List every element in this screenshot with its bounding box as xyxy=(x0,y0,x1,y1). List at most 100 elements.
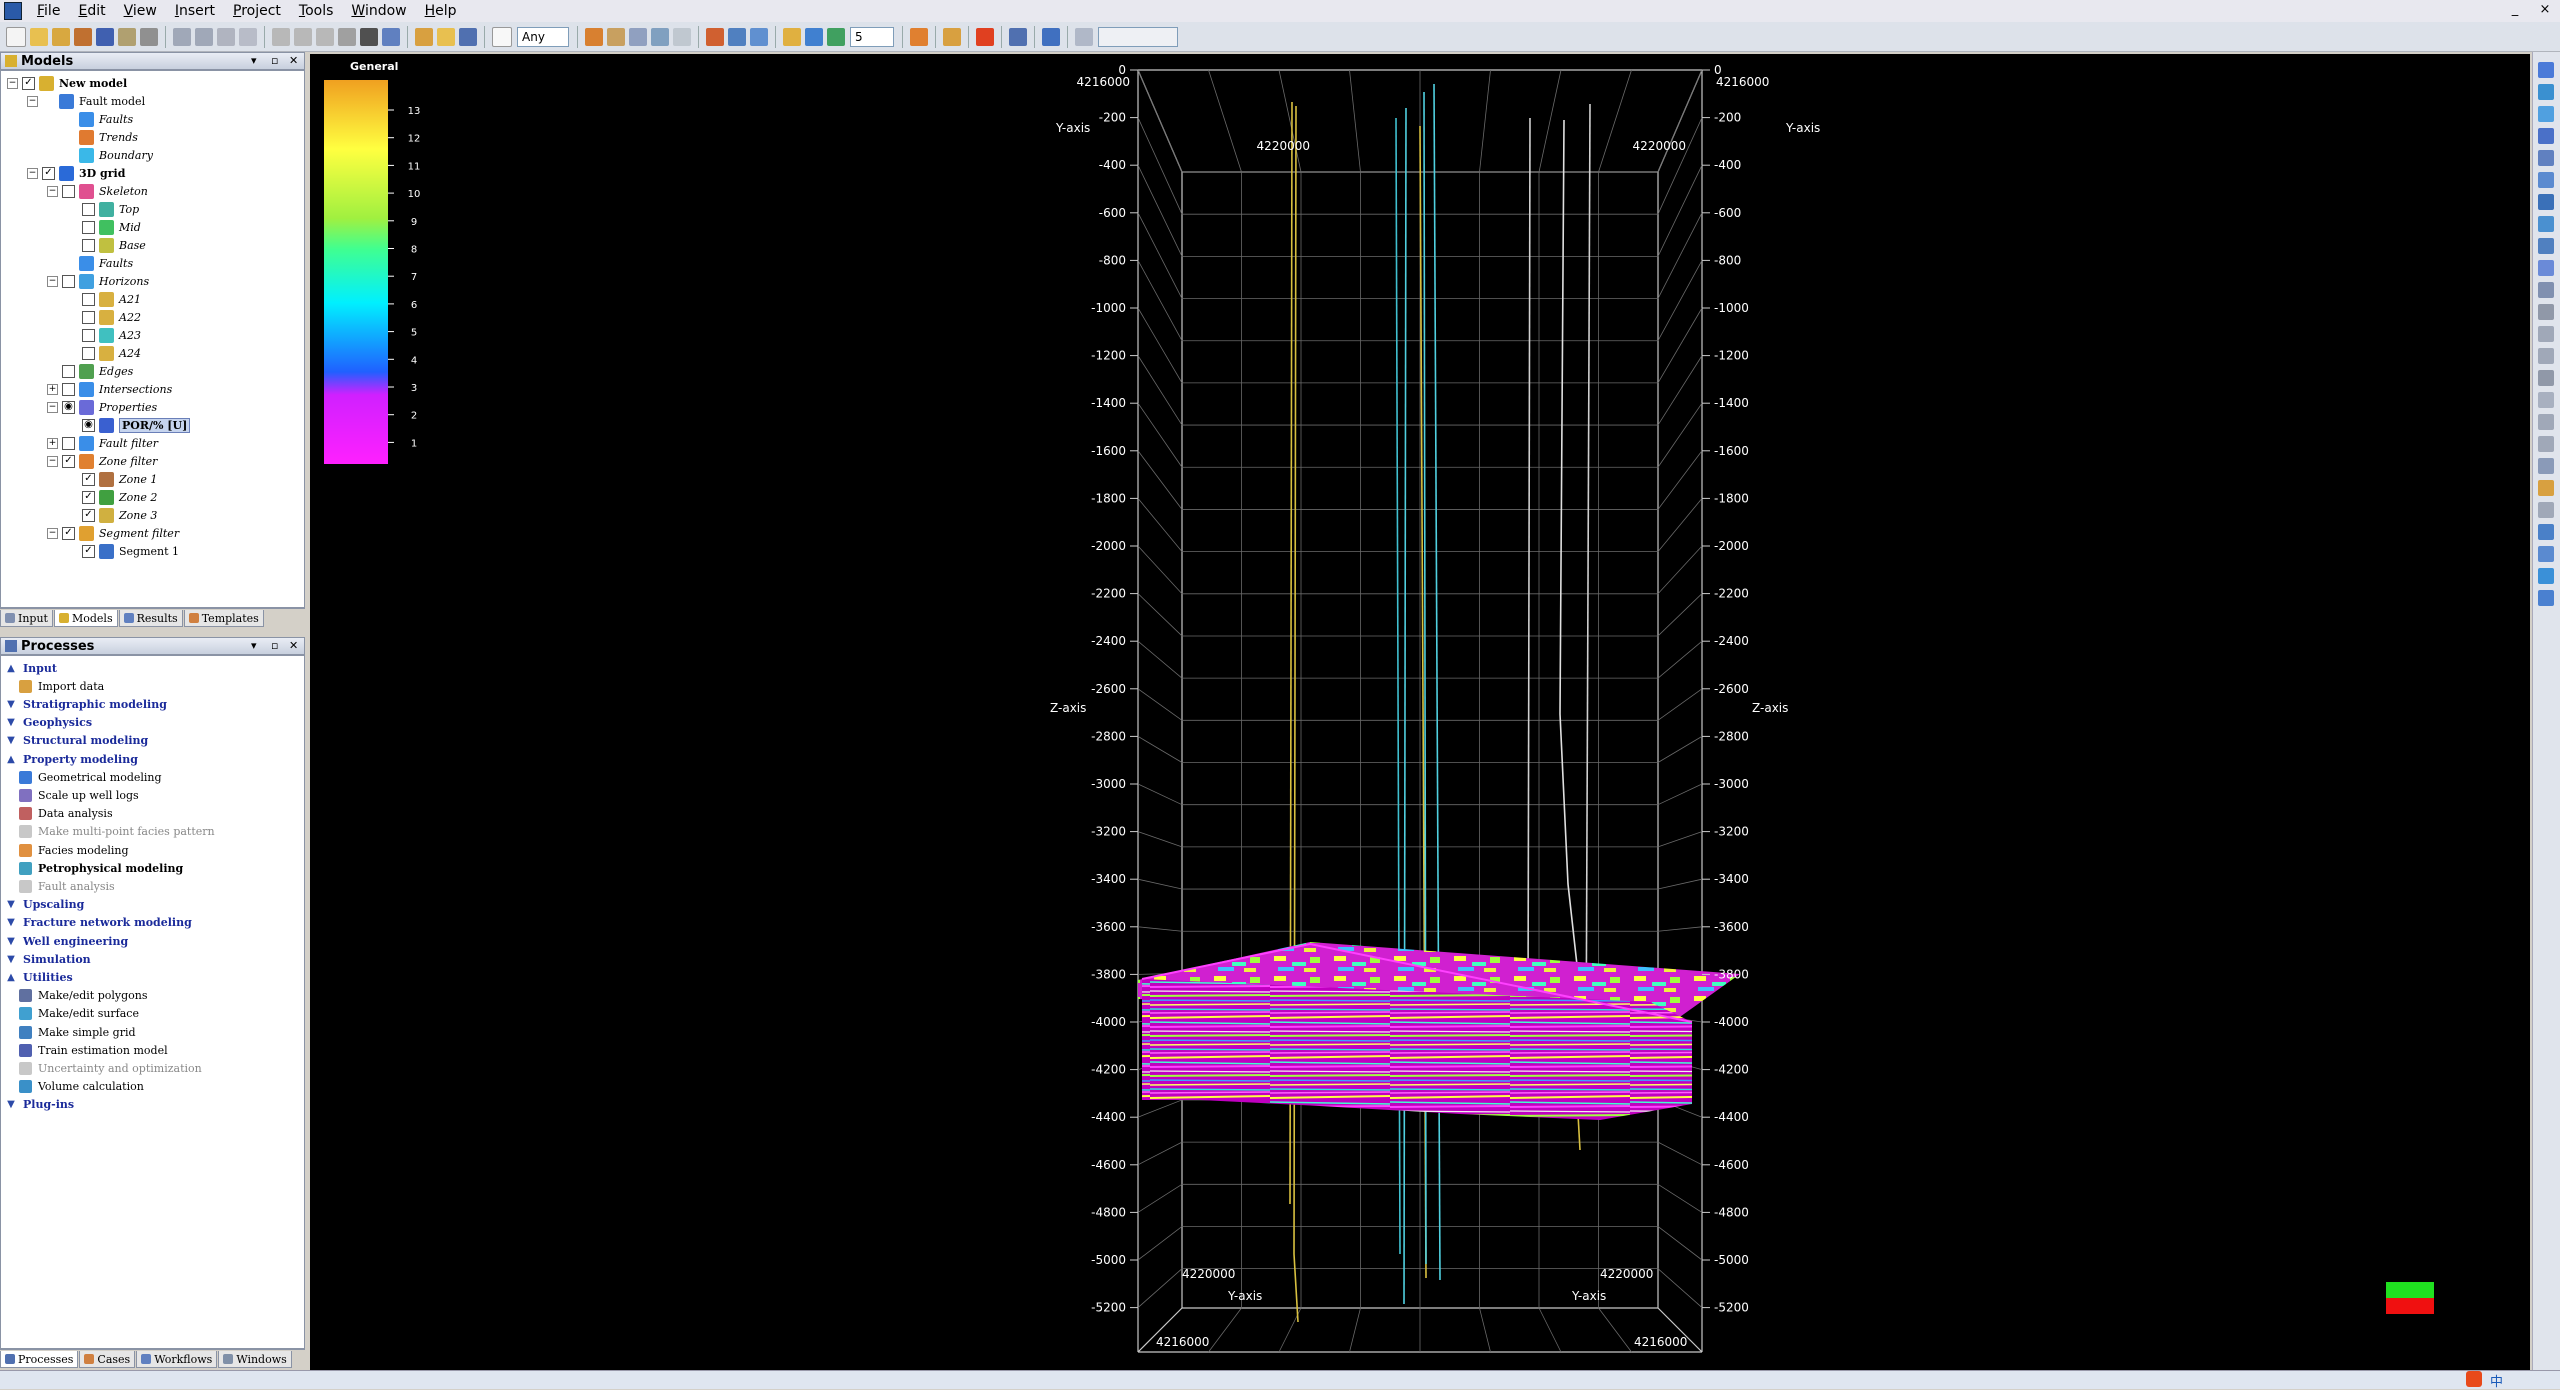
visibility-checkbox[interactable]: ✓ xyxy=(22,76,35,90)
tree-item[interactable]: ✓ Segment 1 xyxy=(67,542,179,560)
visibility-checkbox[interactable]: ✓ xyxy=(82,544,95,558)
process-group[interactable]: ▼ Well engineering xyxy=(5,932,128,950)
3d-scene[interactable]: General 13 12 11 10 9 8 7 6 5 4 3 2 1 0 -200 -400 -600 -… xyxy=(310,54,2530,1370)
collapse-icon[interactable]: ▲ xyxy=(7,971,15,983)
tool-icon[interactable] xyxy=(2538,480,2554,496)
menu-help[interactable]: Help xyxy=(424,3,457,19)
process-item[interactable]: Fault analysis xyxy=(5,877,115,895)
3d-viewer[interactable]: General 13 12 11 10 9 8 7 6 5 4 3 2 1 0 -200 -400 -600 -… xyxy=(310,54,2530,1370)
tab-models[interactable]: Models xyxy=(53,610,118,627)
tree-item[interactable]: − ✓ New model xyxy=(7,74,127,92)
redo-icon[interactable] xyxy=(195,27,213,46)
expand-icon[interactable]: ▼ xyxy=(7,935,15,947)
print-icon[interactable] xyxy=(140,27,158,46)
tree-item[interactable]: ✓ Zone 3 xyxy=(67,506,157,524)
lock-icon[interactable] xyxy=(382,27,400,46)
property-volume[interactable] xyxy=(1142,979,1692,1120)
process-group[interactable]: ▼ Fracture network modeling xyxy=(5,914,192,932)
tree-item[interactable]: Top xyxy=(67,200,139,218)
expand-toggle[interactable]: − xyxy=(47,401,58,413)
import-icon[interactable] xyxy=(74,27,92,46)
process-group[interactable]: ▼ Upscaling xyxy=(5,896,84,914)
well-path[interactable] xyxy=(1559,119,1579,975)
new-project-icon[interactable] xyxy=(6,26,26,47)
expand-toggle[interactable]: − xyxy=(27,167,38,179)
expand-toggle[interactable]: − xyxy=(27,95,38,107)
home-icon[interactable] xyxy=(706,27,724,46)
histogram-icon[interactable] xyxy=(943,27,961,46)
tab-templates[interactable]: Templates xyxy=(183,610,264,627)
well-path[interactable] xyxy=(1577,1113,1581,1151)
well-path[interactable] xyxy=(1403,107,1407,1305)
process-item[interactable]: Make multi-point facies pattern xyxy=(5,823,215,841)
close-button[interactable]: × xyxy=(2539,2,2551,17)
visibility-checkbox[interactable] xyxy=(62,364,75,378)
link-icon[interactable] xyxy=(1075,27,1093,46)
tree-item[interactable]: Mid xyxy=(67,218,141,236)
visibility-checkbox[interactable]: ✓ xyxy=(42,166,55,180)
menu-view[interactable]: View xyxy=(123,3,157,19)
close-tool-icon[interactable] xyxy=(360,27,378,46)
tree-item[interactable]: − ✓ Segment filter xyxy=(47,524,179,542)
process-item[interactable]: Data analysis xyxy=(5,805,113,823)
tool-icon[interactable] xyxy=(2538,502,2554,518)
tool-icon[interactable] xyxy=(2538,62,2554,78)
save-as-icon[interactable] xyxy=(118,27,136,46)
tree-item[interactable]: ✓ Zone 2 xyxy=(67,488,157,506)
visibility-checkbox[interactable]: ◉ xyxy=(82,418,95,432)
panel-pin-icon[interactable]: ▫ xyxy=(271,54,279,67)
tool-icon[interactable] xyxy=(2538,414,2554,430)
collapse-icon[interactable]: ▲ xyxy=(7,662,15,674)
properties-icon[interactable] xyxy=(239,27,257,46)
visibility-checkbox[interactable] xyxy=(62,382,75,396)
expand-toggle[interactable]: + xyxy=(47,383,58,395)
process-item[interactable]: Make/edit polygons xyxy=(5,987,147,1005)
tree-item[interactable]: − ✓ 3D grid xyxy=(27,164,125,182)
expand-icon[interactable]: ▼ xyxy=(7,698,15,710)
tree-item[interactable]: Faults xyxy=(47,110,133,128)
process-item[interactable]: Train estimation model xyxy=(5,1041,168,1059)
tool-icon[interactable] xyxy=(2538,304,2554,320)
tree-item[interactable]: A24 xyxy=(67,344,141,362)
tree-item[interactable]: − Horizons xyxy=(47,272,149,290)
expand-toggle[interactable]: − xyxy=(47,185,58,197)
tree-item[interactable]: − Skeleton xyxy=(47,182,148,200)
process-item[interactable]: Volume calculation xyxy=(5,1078,144,1096)
process-item[interactable]: Petrophysical modeling xyxy=(5,859,183,877)
expand-icon[interactable]: ▼ xyxy=(7,717,15,729)
open-project-icon[interactable] xyxy=(52,27,70,46)
panel-splitter[interactable] xyxy=(0,627,305,637)
tool-icon[interactable] xyxy=(2538,392,2554,408)
copy-icon[interactable] xyxy=(294,27,312,46)
visibility-checkbox[interactable] xyxy=(82,292,95,306)
expand-icon[interactable]: ▼ xyxy=(7,899,15,911)
process-item[interactable]: Make simple grid xyxy=(5,1023,136,1041)
tool-icon[interactable] xyxy=(2538,348,2554,364)
process-item[interactable]: Facies modeling xyxy=(5,841,129,859)
process-group[interactable]: ▲ Utilities xyxy=(5,968,73,986)
tool-icon[interactable] xyxy=(2538,546,2554,562)
tool-icon[interactable] xyxy=(2538,84,2554,100)
tree-item[interactable]: A22 xyxy=(67,308,141,326)
open-folder-icon[interactable] xyxy=(30,27,48,46)
orbit-icon[interactable] xyxy=(728,27,746,46)
expand-icon[interactable]: ▼ xyxy=(7,1099,15,1111)
view-2d-icon[interactable] xyxy=(607,27,625,46)
expand-icon[interactable]: ▼ xyxy=(7,953,15,965)
expand-icon[interactable]: ▼ xyxy=(7,917,15,929)
panel-dropdown-icon[interactable]: ▾ xyxy=(251,54,257,67)
delete-icon[interactable] xyxy=(338,27,356,46)
expand-toggle[interactable]: + xyxy=(47,437,58,449)
visibility-checkbox[interactable]: ✓ xyxy=(82,472,95,486)
globe-icon[interactable] xyxy=(827,27,845,46)
visibility-checkbox[interactable]: ✓ xyxy=(82,490,95,504)
process-group[interactable]: ▼ Stratigraphic modeling xyxy=(5,695,167,713)
tool-icon[interactable] xyxy=(2538,326,2554,342)
folder-icon[interactable] xyxy=(437,27,455,46)
visibility-checkbox[interactable]: ✓ xyxy=(82,508,95,522)
tree-item[interactable]: + Intersections xyxy=(47,380,172,398)
tool-icon[interactable] xyxy=(2538,458,2554,474)
tree-item[interactable]: A21 xyxy=(67,290,141,308)
pointer-icon[interactable] xyxy=(976,27,994,46)
save-icon[interactable] xyxy=(96,27,114,46)
